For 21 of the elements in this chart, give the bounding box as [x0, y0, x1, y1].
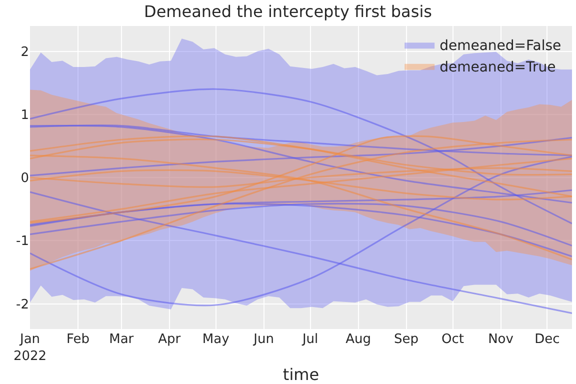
- x-tick-label: Sep: [394, 332, 419, 347]
- x-tick-label: Oct: [442, 332, 464, 347]
- x-tick-label: May: [202, 332, 230, 347]
- x-tick-label: Jul: [301, 332, 318, 347]
- x-tick-label: Dec: [534, 332, 560, 347]
- y-tick-label: 2: [20, 44, 29, 60]
- x-tick-label: Jun: [252, 332, 274, 347]
- legend-label: demeaned=False: [440, 38, 562, 54]
- x-tick-label: Jan 2022: [13, 332, 47, 364]
- x-tick-label: Nov: [488, 332, 514, 347]
- x-tick-label: Aug: [346, 332, 371, 347]
- x-tick-label: Apr: [158, 332, 182, 347]
- y-tick-label: -2: [16, 297, 29, 312]
- y-tick-label: 0: [20, 171, 29, 186]
- y-tick-label: 1: [20, 108, 29, 123]
- x-tick-label: Feb: [66, 332, 90, 347]
- legend-label: demeaned=True: [440, 59, 556, 76]
- y-tick-label: -1: [16, 234, 29, 250]
- x-axis-title: time: [282, 365, 320, 384]
- x-tick-label: Mar: [109, 332, 134, 347]
- chart-title: Demeaned the intercepty first basis: [144, 2, 432, 21]
